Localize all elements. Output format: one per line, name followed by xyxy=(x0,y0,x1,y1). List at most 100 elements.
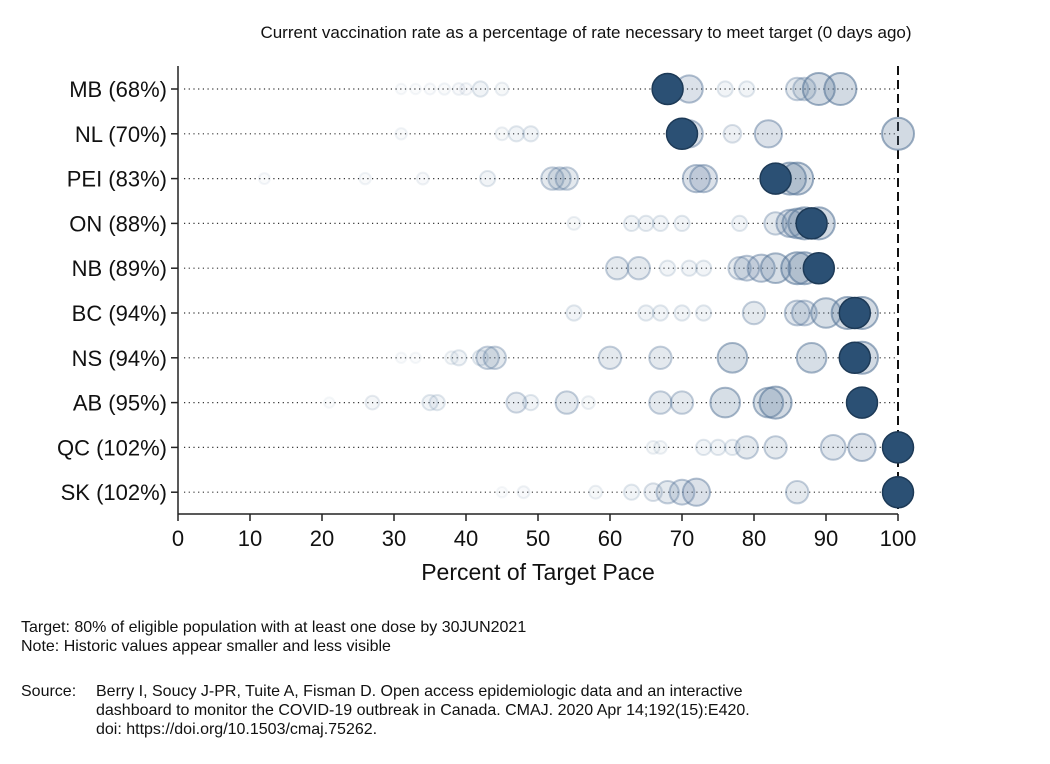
source-line: dashboard to monitor the COVID-19 outbre… xyxy=(96,702,750,719)
history-marker xyxy=(716,342,749,374)
history-marker xyxy=(554,390,579,415)
history-marker xyxy=(494,81,510,97)
target-note: Target: 80% of eligible population with … xyxy=(21,619,527,636)
current-marker xyxy=(651,72,684,106)
category-label: MB (68%) xyxy=(69,77,167,102)
category-label: BC (94%) xyxy=(72,301,167,326)
vaccination-pace-chart: Current vaccination rate as a percentage… xyxy=(57,23,916,585)
category-label: AB (95%) xyxy=(73,391,167,416)
history-marker xyxy=(605,256,630,281)
history-marker xyxy=(495,486,509,499)
history-marker xyxy=(428,394,446,412)
history-marker xyxy=(823,72,858,106)
history-marker xyxy=(731,214,749,232)
category-label: QC (102%) xyxy=(57,435,167,460)
current-marker xyxy=(802,251,836,285)
history-marker xyxy=(669,390,695,415)
history-marker xyxy=(681,164,712,194)
source-citation: Source: Berry I, Soucy J-PR, Tuite A, Fi… xyxy=(21,682,750,739)
history-marker xyxy=(673,304,691,322)
history-marker xyxy=(763,211,788,236)
history-marker xyxy=(645,440,661,455)
x-tick-label: 100 xyxy=(880,526,917,551)
history-marker xyxy=(522,125,540,143)
current-marker xyxy=(759,162,792,195)
plot-area: 0 10 20 30 40 50 60 70 80 90 100 MB (68%) NL (70%) PE… xyxy=(57,66,916,551)
history-marker xyxy=(681,477,712,507)
history-marker xyxy=(689,164,719,194)
current-marker xyxy=(838,341,872,375)
category-label: SK (102%) xyxy=(61,480,167,505)
history-marker xyxy=(451,82,466,96)
history-marker xyxy=(482,345,507,370)
x-tick-label: 10 xyxy=(238,526,262,551)
x-tick-label: 90 xyxy=(814,526,838,551)
history-marker xyxy=(547,166,572,191)
history-marker xyxy=(709,386,742,419)
current-marker xyxy=(838,296,872,330)
current-marker xyxy=(795,207,828,240)
history-marker xyxy=(588,484,603,500)
history-marker xyxy=(741,300,767,326)
history-marker xyxy=(637,214,655,232)
history-marker xyxy=(637,304,655,322)
category-label: ON (88%) xyxy=(69,211,167,236)
history-marker xyxy=(395,351,408,364)
history-marker xyxy=(847,432,877,462)
history-marker xyxy=(795,342,828,374)
history-marker xyxy=(791,299,818,327)
history-marker xyxy=(626,256,651,281)
history-marker xyxy=(819,434,847,461)
history-marker xyxy=(783,299,811,327)
history-marker xyxy=(257,172,271,186)
history-marker xyxy=(450,349,468,367)
history-marker xyxy=(597,345,623,370)
history-marker xyxy=(723,438,742,456)
history-marker xyxy=(505,391,528,414)
history-marker xyxy=(471,80,489,98)
category-label: NS (94%) xyxy=(72,346,167,371)
history-marker xyxy=(648,345,673,370)
history-marker xyxy=(437,82,452,96)
history-marker xyxy=(364,394,381,411)
history-marker xyxy=(507,125,526,143)
history-marker xyxy=(475,345,500,370)
history-marker xyxy=(581,395,596,411)
history-marker xyxy=(540,166,565,191)
history-marker xyxy=(459,82,473,96)
source-label: Source: xyxy=(21,683,77,700)
current-marker xyxy=(881,475,915,509)
history-marker xyxy=(753,119,784,149)
history-marker xyxy=(785,480,810,505)
history-marker xyxy=(680,259,698,277)
history-marker xyxy=(444,350,460,366)
history-marker xyxy=(695,259,713,277)
history-marker xyxy=(358,171,372,186)
history-marker xyxy=(395,82,408,96)
history-marker xyxy=(623,483,641,501)
history-marker xyxy=(394,127,408,141)
history-marker xyxy=(409,82,422,96)
history-marker xyxy=(659,259,677,277)
x-tick-label: 50 xyxy=(526,526,550,551)
history-marker xyxy=(763,435,788,460)
history-marker xyxy=(668,478,696,506)
source-line: Berry I, Soucy J-PR, Tuite A, Fisman D. … xyxy=(96,683,743,700)
footnotes: Target: 80% of eligible population with … xyxy=(21,618,526,656)
history-marker xyxy=(734,435,759,460)
history-marker xyxy=(423,82,437,96)
history-marker xyxy=(565,304,583,322)
x-axis-label: Percent of Target Pace xyxy=(421,559,655,585)
history-marker xyxy=(673,214,691,232)
historic-note: Note: Historic values appear smaller and… xyxy=(21,638,391,655)
history-marker xyxy=(695,438,713,456)
x-tick-label: 70 xyxy=(670,526,694,551)
history-marker xyxy=(494,126,510,142)
history-marker xyxy=(716,80,734,98)
history-marker xyxy=(643,482,664,503)
x-tick-label: 40 xyxy=(454,526,478,551)
history-marker xyxy=(758,385,793,420)
history-marker xyxy=(733,254,761,282)
history-marker xyxy=(516,485,531,500)
category-label: NL (70%) xyxy=(75,122,167,147)
